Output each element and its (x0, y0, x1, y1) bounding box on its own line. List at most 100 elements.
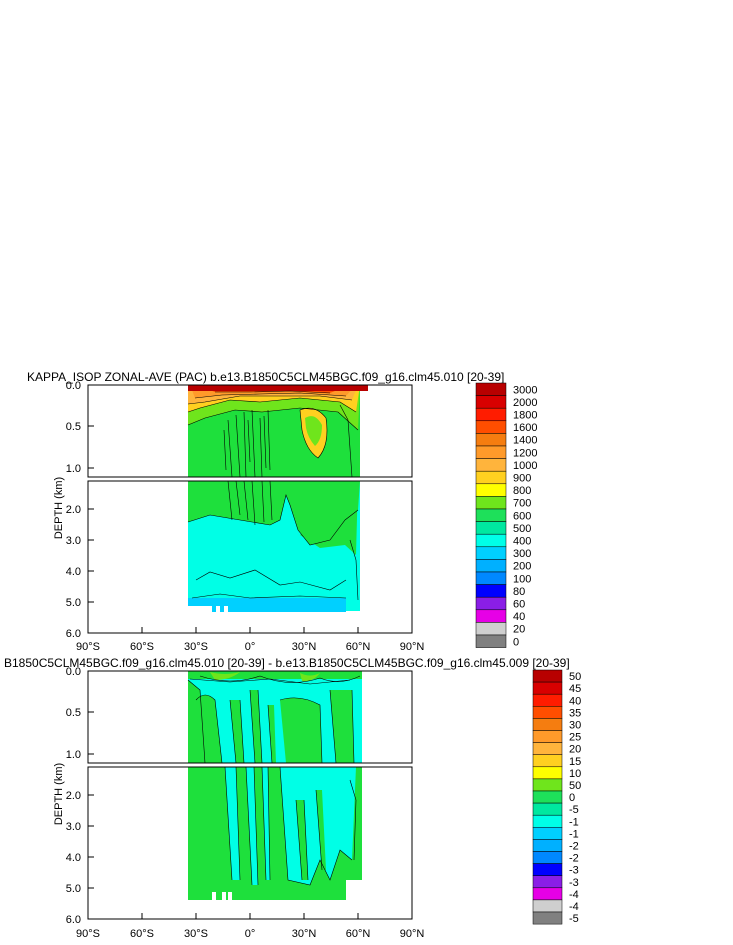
colorbar-swatch (532, 706, 563, 719)
colorbar-swatch (475, 382, 507, 396)
colorbar-label: -2 (569, 840, 579, 852)
colorbar-swatch (475, 546, 507, 560)
colorbar-label: 10 (569, 768, 581, 780)
colorbar-label: 100 (513, 573, 531, 585)
colorbar-swatch (475, 395, 507, 409)
colorbar-swatch (475, 496, 507, 510)
chart-1-xticks (87, 627, 413, 633)
chart-1-xtick-4: 30°N (292, 641, 317, 653)
chart-2-xtick-3: 0° (245, 928, 256, 940)
colorbar-label: -1 (569, 828, 579, 840)
colorbar-label: -5 (569, 804, 579, 816)
colorbar-swatch (475, 559, 507, 573)
colorbar-label: 800 (513, 485, 531, 497)
colorbar-label: 80 (513, 586, 525, 598)
chart-2-xtick-labels: 90°S 60°S 30°S 0° 30°N 60°N 90°N (76, 928, 424, 940)
colorbar-swatch (475, 445, 507, 459)
chart-1-colorbar: 3000200018001600140012001000900800700600… (475, 382, 537, 648)
colorbar-label: 1800 (513, 410, 537, 422)
colorbar-swatch (475, 609, 507, 623)
chart-2-lower-yticks (88, 794, 94, 889)
colorbar-swatch (475, 508, 507, 522)
diff-lower-neg-2 (280, 767, 356, 885)
colorbar-label: -3 (569, 865, 579, 877)
colorbar-label: 2000 (513, 397, 537, 409)
chart-2-upper-field (187, 671, 362, 763)
colorbar-swatch (532, 887, 563, 901)
chart-1-ytick-5: 4.0 (66, 566, 81, 578)
chart-2-title: B1850C5CLM45BGC.f09_g16.clm45.010 [20-39… (4, 656, 570, 670)
land-5 (212, 892, 216, 900)
colorbar-label: -1 (569, 816, 579, 828)
chart-1-ytick-3: 2.0 (66, 504, 81, 516)
colorbar-swatch (532, 730, 563, 743)
colorbar-swatch (475, 571, 507, 585)
chart-1-xtick-2: 30°S (184, 641, 208, 653)
colorbar-label: 15 (569, 756, 581, 768)
colorbar-label: 40 (569, 695, 581, 707)
chart-1-upper-frame (87, 384, 413, 478)
diff-field-pos-2 (196, 695, 222, 763)
colorbar-label: -3 (569, 877, 579, 889)
colorbar-swatch (532, 899, 563, 913)
chart-1-lower-field (187, 481, 360, 612)
colorbar-swatch (532, 742, 563, 755)
land-4 (346, 880, 366, 902)
green-blob (305, 416, 322, 446)
chart-1-upper-contours (187, 390, 359, 477)
chart-2-ytick-2: 1.0 (66, 749, 81, 761)
field-700-east (300, 481, 358, 555)
chart-2-xtick-1: 60°S (130, 928, 154, 940)
colorbar-swatch (475, 596, 507, 611)
colorbar-swatch (475, 407, 507, 422)
chart-2-ytick-4: 3.0 (66, 821, 81, 833)
colorbar-label: 1600 (513, 422, 537, 434)
chart-1-ytick-2: 1.0 (66, 463, 81, 475)
diff-lower-pos-2 (296, 790, 326, 880)
chart-1-ytick-7: 6.0 (66, 628, 81, 640)
colorbar-swatch (532, 827, 563, 840)
colorbar-swatch (532, 778, 563, 792)
chart-2-xtick-0: 90°S (76, 928, 100, 940)
land-2 (216, 606, 220, 612)
chart-2-ytick-7: 6.0 (66, 914, 81, 926)
colorbar-label: 500 (513, 523, 531, 535)
colorbar-swatch (532, 911, 563, 925)
colorbar-label: 40 (513, 611, 525, 623)
colorbar-swatch (532, 851, 563, 864)
colorbar-label: 20 (569, 744, 581, 756)
chart-2-ytick-0: 0.0 (66, 666, 81, 678)
colorbar-label: 60 (513, 599, 525, 611)
land-3 (224, 606, 228, 612)
diff-field-pos-3 (230, 690, 276, 763)
colorbar-swatch (532, 790, 563, 804)
colorbar-swatch (475, 470, 507, 485)
chart-1-xtick-labels: 90°S 60°S 30°S 0° 30°N 60°N 90°N (76, 641, 424, 653)
chart-2-ytick-1: 0.5 (66, 707, 81, 719)
chart-2-ylabel: DEPTH (km) (53, 763, 65, 825)
land-6 (222, 892, 226, 900)
colorbar-label: -4 (569, 889, 579, 901)
land-1 (188, 606, 212, 612)
colorbar-swatch (532, 839, 563, 852)
chart-2: B1850C5CLM45BGC.f09_g16.clm45.010 [20-39… (4, 656, 581, 940)
colorbar-swatch (532, 693, 563, 707)
chart-1-xtick-3: 0° (245, 641, 256, 653)
chart-1-ylabel: DEPTH (km) (53, 477, 65, 539)
colorbar-label: 20 (513, 624, 525, 636)
diff-field-pos-4 (280, 697, 322, 763)
chart-2-upper-contours (187, 675, 361, 763)
chart-1-xtick-0: 90°S (76, 641, 100, 653)
colorbar-swatch (475, 420, 507, 434)
colorbar-label: 45 (569, 683, 581, 695)
chart-2-xtick-6: 90°N (400, 928, 425, 940)
chart-1-ytick-4: 3.0 (66, 535, 81, 547)
colorbar-swatch (532, 802, 563, 816)
colorbar-label: 25 (569, 732, 581, 744)
colorbar-label: 30 (569, 719, 581, 731)
chart-2-xtick-2: 30°S (184, 928, 208, 940)
chart-2-upper-yticks (88, 670, 94, 755)
colorbar-swatch (532, 754, 563, 768)
chart-2-ytick-3: 2.0 (66, 790, 81, 802)
